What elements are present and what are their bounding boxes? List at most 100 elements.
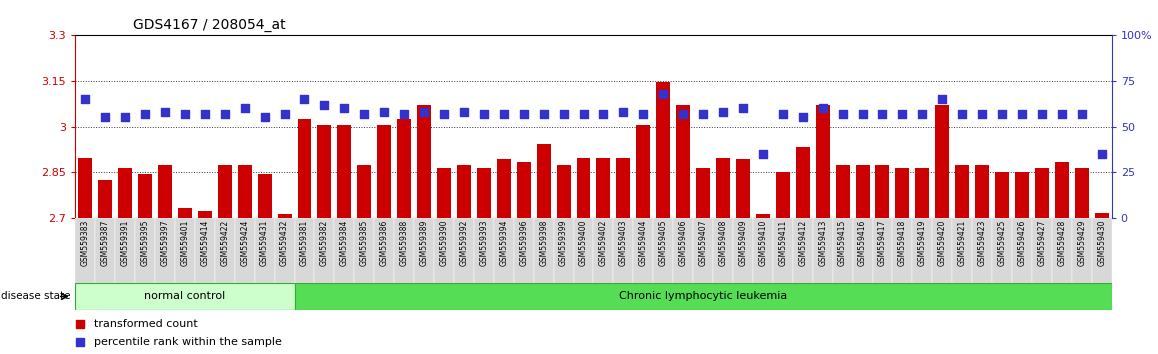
FancyBboxPatch shape: [255, 218, 274, 285]
Point: [215, 111, 234, 116]
Point: [415, 109, 433, 115]
Bar: [218, 165, 232, 218]
FancyBboxPatch shape: [694, 218, 713, 285]
FancyBboxPatch shape: [633, 218, 653, 285]
Point: [1053, 111, 1071, 116]
Point: [694, 111, 712, 116]
Bar: [616, 159, 630, 218]
FancyBboxPatch shape: [1012, 218, 1032, 285]
Text: GSM559415: GSM559415: [838, 220, 848, 266]
FancyBboxPatch shape: [614, 218, 633, 285]
FancyBboxPatch shape: [294, 283, 1112, 310]
Bar: [1055, 162, 1069, 218]
Text: GSM559428: GSM559428: [1057, 220, 1067, 266]
FancyBboxPatch shape: [115, 218, 135, 285]
Text: GSM559406: GSM559406: [679, 220, 688, 266]
Point: [654, 91, 673, 97]
Text: GSM559384: GSM559384: [339, 220, 349, 266]
Point: [356, 111, 374, 116]
Text: GSM559391: GSM559391: [120, 220, 130, 266]
FancyBboxPatch shape: [354, 218, 374, 285]
Bar: [257, 174, 272, 218]
FancyBboxPatch shape: [235, 218, 255, 285]
Point: [793, 115, 812, 120]
Bar: [836, 165, 850, 218]
Bar: [417, 105, 431, 218]
Bar: [975, 165, 989, 218]
Bar: [79, 159, 93, 218]
FancyBboxPatch shape: [75, 218, 95, 285]
Bar: [397, 119, 411, 218]
FancyBboxPatch shape: [175, 218, 195, 285]
FancyBboxPatch shape: [753, 218, 772, 285]
FancyBboxPatch shape: [913, 218, 932, 285]
Bar: [237, 165, 251, 218]
Text: GSM559416: GSM559416: [858, 220, 867, 266]
Bar: [317, 125, 331, 218]
Text: GSM559422: GSM559422: [220, 220, 229, 266]
FancyBboxPatch shape: [952, 218, 973, 285]
Point: [873, 111, 892, 116]
Bar: [637, 125, 651, 218]
FancyBboxPatch shape: [813, 218, 833, 285]
Text: Chronic lymphocytic leukemia: Chronic lymphocytic leukemia: [620, 291, 787, 302]
FancyBboxPatch shape: [474, 218, 493, 285]
FancyBboxPatch shape: [493, 218, 514, 285]
Point: [116, 115, 134, 120]
Point: [594, 111, 613, 116]
FancyBboxPatch shape: [893, 218, 913, 285]
Point: [614, 109, 632, 115]
FancyBboxPatch shape: [155, 218, 175, 285]
Point: [475, 111, 493, 116]
Text: GSM559424: GSM559424: [240, 220, 249, 266]
Point: [1033, 111, 1051, 116]
Point: [813, 105, 831, 111]
Point: [335, 105, 353, 111]
Bar: [378, 125, 391, 218]
Text: GSM559397: GSM559397: [161, 220, 169, 266]
FancyBboxPatch shape: [274, 218, 294, 285]
Bar: [278, 214, 292, 218]
Point: [76, 96, 95, 102]
Point: [276, 111, 294, 116]
Bar: [298, 119, 312, 218]
Text: GSM559408: GSM559408: [718, 220, 727, 266]
Bar: [98, 180, 112, 218]
FancyBboxPatch shape: [673, 218, 694, 285]
Text: GSM559412: GSM559412: [798, 220, 807, 266]
Text: GSM559390: GSM559390: [440, 220, 448, 266]
FancyBboxPatch shape: [415, 218, 434, 285]
Bar: [1035, 169, 1049, 218]
FancyBboxPatch shape: [95, 218, 115, 285]
Text: GSM559432: GSM559432: [280, 220, 290, 266]
Text: GSM559383: GSM559383: [81, 220, 89, 266]
Text: GSM559409: GSM559409: [739, 220, 747, 266]
Text: GSM559386: GSM559386: [380, 220, 389, 266]
Point: [734, 105, 753, 111]
FancyBboxPatch shape: [793, 218, 813, 285]
FancyBboxPatch shape: [772, 218, 793, 285]
Bar: [138, 174, 152, 218]
Text: GSM559430: GSM559430: [1098, 220, 1106, 266]
FancyBboxPatch shape: [852, 218, 872, 285]
Point: [1072, 111, 1091, 116]
FancyBboxPatch shape: [1092, 218, 1112, 285]
FancyBboxPatch shape: [454, 218, 474, 285]
Text: GSM559413: GSM559413: [819, 220, 827, 266]
Point: [339, 250, 358, 255]
Point: [455, 109, 474, 115]
FancyBboxPatch shape: [434, 218, 454, 285]
Point: [1013, 111, 1032, 116]
Text: GSM559427: GSM559427: [1038, 220, 1047, 266]
Text: GSM559407: GSM559407: [698, 220, 708, 266]
Bar: [915, 169, 930, 218]
Text: GSM559411: GSM559411: [778, 220, 787, 266]
Text: GSM559381: GSM559381: [300, 220, 309, 266]
Point: [196, 111, 214, 116]
Point: [834, 111, 852, 116]
Point: [713, 109, 732, 115]
FancyBboxPatch shape: [593, 218, 614, 285]
FancyBboxPatch shape: [1051, 218, 1072, 285]
Text: transformed count: transformed count: [94, 319, 198, 329]
FancyBboxPatch shape: [294, 218, 315, 285]
